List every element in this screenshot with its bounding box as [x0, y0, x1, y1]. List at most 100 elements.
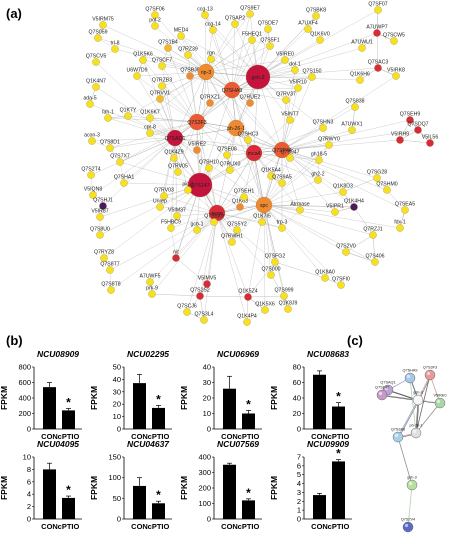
network-a-edge — [196, 121, 265, 206]
network-node: Q1K6H6 — [350, 72, 370, 84]
network-node-label: prk-9 — [146, 286, 158, 292]
network-node: Q7S7X7 — [110, 154, 130, 166]
network-c-node-highlight — [404, 523, 409, 528]
significance-marker: * — [246, 486, 251, 500]
network-node-circle — [203, 280, 211, 288]
network-node-label: Q1K8J9 — [279, 301, 298, 307]
network-a-edge — [196, 204, 265, 231]
network-node: Q7S059 — [88, 30, 108, 42]
network-node-circle — [243, 318, 251, 326]
network-a-edge — [174, 137, 178, 217]
network-node: Q7S2V0 — [336, 244, 356, 256]
network-node-label: Q7SCF7 — [152, 58, 172, 64]
network-node-circle — [89, 191, 97, 199]
network-node: nit — [172, 250, 180, 262]
network-a-edge — [342, 177, 378, 193]
network-a-edge — [253, 76, 259, 154]
bar — [223, 388, 236, 429]
y-tick-label: 0 — [297, 515, 301, 524]
network-a-edge — [175, 257, 208, 285]
network-node-label: Q7S999 — [274, 288, 293, 294]
network-node-label: V5IL56 — [422, 135, 439, 141]
network-node-label: spc — [260, 203, 268, 209]
network-c-node-label: gsh-3 — [413, 391, 423, 395]
network-node: V5INT7 — [281, 112, 299, 124]
network-a-edge — [281, 149, 406, 211]
network-node-circle — [193, 226, 201, 234]
network-node: V5IRK8 — [387, 68, 405, 80]
network-node-circle — [244, 136, 252, 144]
network-node-label: ph-26-1 — [227, 126, 245, 132]
network-node-circle — [188, 113, 206, 131]
network-node-label: Q7RVV1 — [150, 91, 170, 97]
network-node-circle — [156, 95, 164, 103]
network-a-edge — [109, 137, 176, 149]
network-a-edge — [246, 309, 266, 323]
category-label: cPTIO — [238, 522, 260, 531]
network-node-label: A7UWX1 — [341, 122, 362, 128]
network-node-label: gcb-1 — [191, 222, 204, 228]
category-label: cPTIO — [148, 522, 170, 531]
network-node-label: Q7SE08 — [217, 147, 237, 153]
network-node-label: Q7S150 — [302, 69, 321, 75]
network-node-label: Q1K4H4 — [344, 199, 364, 205]
network-node: Q7S8D1 — [100, 140, 120, 152]
network-node-label: Q7SEA5 — [395, 202, 415, 208]
network-node-label: Q1K63 — [232, 199, 248, 205]
network-node-label: Q7S8T8 — [101, 282, 120, 288]
network-node-label: Q1K4P4 — [237, 314, 257, 320]
network-node-label: Q1K5X6 — [255, 302, 275, 308]
network-node-label: V5IMV5 — [198, 276, 217, 282]
y-tick-label: 1 — [297, 506, 301, 515]
network-a-edge — [263, 204, 342, 286]
network-a-edge — [216, 212, 272, 276]
category-label: cPTIO — [328, 522, 350, 531]
y-tick-label: 80 — [293, 363, 301, 372]
network-node: A7UWF5 — [139, 274, 161, 286]
network-a-edge — [281, 119, 411, 151]
network-a-edge — [161, 85, 198, 123]
network-a-edge — [257, 47, 363, 78]
network-node: V5IR87 — [91, 209, 109, 221]
network-node-circle — [246, 99, 254, 107]
network-node: pic-1 — [182, 182, 194, 194]
network-node-label: V5IRM75 — [92, 17, 114, 23]
network-node: Q7RV03 — [154, 188, 174, 200]
network-node: A7UWU1 — [351, 40, 373, 52]
network-node-circle — [184, 51, 192, 59]
network-node-label: Q7SFI0 — [332, 277, 350, 283]
network-c-edge — [415, 374, 431, 434]
network-node: Q1K4P4 — [237, 314, 257, 326]
network-a-edge — [199, 71, 207, 186]
network-node: pol-2 — [149, 18, 161, 30]
network-node-circle — [87, 171, 95, 179]
y-tick-label: 20 — [113, 400, 121, 409]
network-node: Q7S8T7 — [100, 262, 120, 274]
network-node: V5IRM75 — [92, 17, 114, 29]
network-a-edge — [203, 212, 218, 321]
network-node: fdx-1 — [394, 220, 406, 232]
network-node: Q1K5K6 — [133, 52, 153, 64]
network-c-node-circle — [376, 389, 388, 401]
network-node-circle — [164, 44, 172, 52]
network-c-node-label: Q7SHA9 — [403, 369, 418, 373]
network-node-label: gh18-5 — [311, 152, 327, 158]
network-node-label: Atrmase — [290, 202, 309, 208]
network-node-label: Q7RV03 — [154, 188, 174, 194]
network-a-edge — [231, 39, 253, 91]
network-node-circle — [86, 100, 94, 108]
network-node-circle — [264, 25, 272, 33]
network-node: Q7S406 — [365, 254, 385, 266]
network-node: V5IPR1 — [326, 204, 344, 216]
network-c-node: Q7SHA9 — [403, 369, 418, 384]
network-node: Q7SEA5 — [395, 202, 415, 214]
network-node-circle — [226, 166, 234, 174]
network-node-circle — [278, 179, 286, 187]
network-a-edge — [253, 127, 324, 154]
network-node: Q7S2T4 — [81, 167, 101, 179]
network-a-edge — [175, 212, 218, 259]
network-a-edge — [270, 274, 285, 297]
network-node-label: V5IRE0 — [276, 52, 294, 58]
network-node-circle — [396, 224, 404, 232]
network-node: Q7SHA9 — [222, 81, 242, 99]
